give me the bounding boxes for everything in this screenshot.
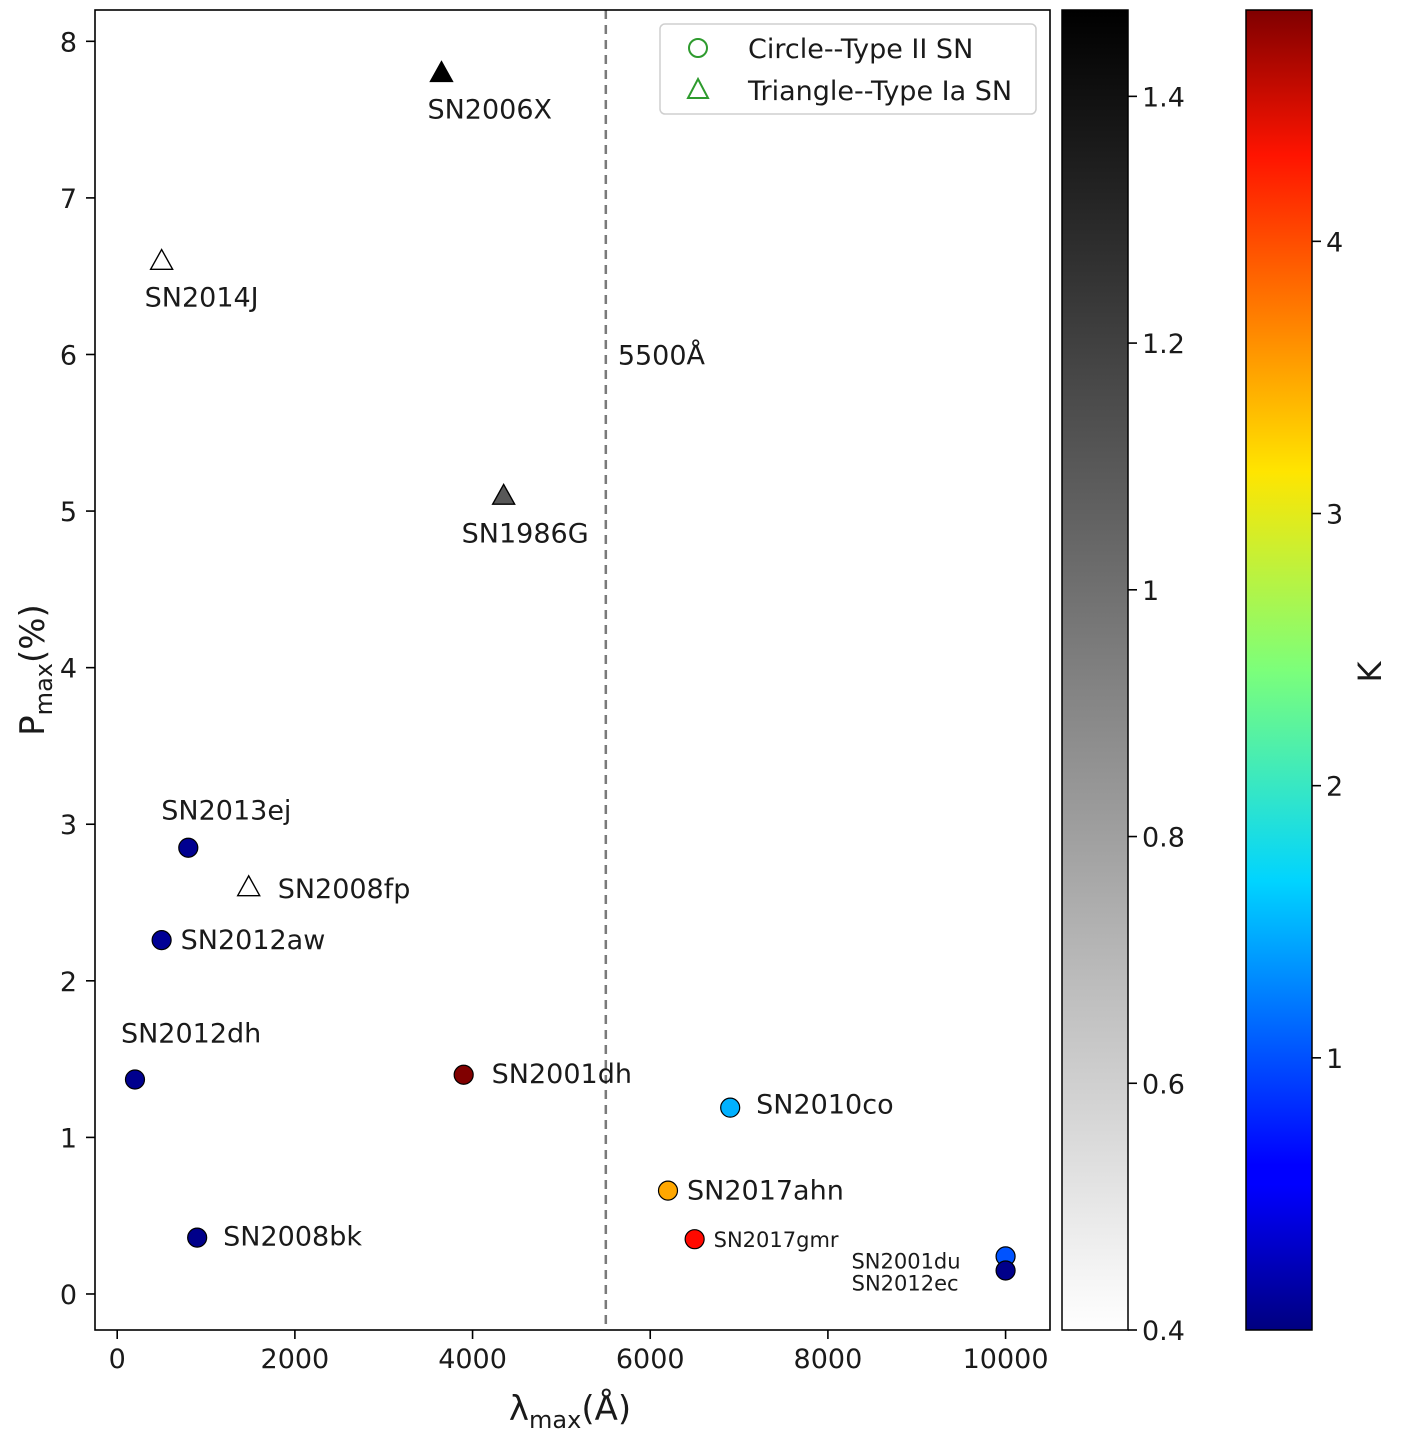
triangle-colorbar-tick-label: 0.6 [1142,1069,1185,1100]
point-label: SN2008fp [278,874,411,905]
point-label: SN2008bk [223,1222,362,1253]
point-circle [684,1229,705,1250]
triangle-colorbar [1061,9,1129,1331]
point-circle [720,1097,741,1118]
circle-colorbar-tick-label: 4 [1326,227,1343,258]
point-circle [178,837,199,858]
point-label: SN2010co [756,1090,893,1121]
x-tick-label: 10000 [963,1344,1049,1375]
point-label: SN2001dh [492,1059,632,1090]
point-label: SN2014J [145,283,259,314]
point-label: SN2012dh [121,1018,261,1049]
point-label: SN2012aw [181,925,326,956]
legend-circle-icon [688,38,708,58]
y-tick-label: 3 [60,810,77,841]
y-tick-label: 8 [60,27,77,58]
point-circle [124,1069,146,1090]
x-tick-label: 4000 [438,1344,507,1375]
circle-colorbar-tick-label: 1 [1326,1044,1343,1075]
x-tick-label: 6000 [616,1344,685,1375]
y-tick-label: 0 [60,1280,77,1311]
point-circle [657,1180,679,1201]
point-triangle [429,60,454,83]
y-tick-label: 2 [60,967,77,998]
y-tick-label: 1 [60,1123,77,1154]
point-label: SN2013ej [161,796,291,827]
y-tick-label: 6 [60,340,77,371]
triangle-colorbar-tick-label: 0.4 [1142,1316,1185,1347]
legend-box [659,23,1037,115]
x-tick-label: 0 [109,1344,126,1375]
legend-label-circle: Circle--Type II SN [748,34,973,65]
triangle-colorbar-tick-label: 1.2 [1142,329,1185,360]
reference-vline-label: 5500Å [618,339,706,371]
point-circle [453,1064,474,1085]
triangle-colorbar-tick-label: 0.8 [1142,823,1185,854]
point-label: SN2017ahn [687,1176,844,1207]
point-circle [151,930,172,951]
point-label: SN2012ec [852,1271,959,1295]
x-tick-label: 2000 [261,1344,330,1375]
plot-layer: 0 2000 4000 6000 8000 10000 0 1 2 3 4 5 6 7 8 5500Å SN20… [60,10,1049,1375]
point-label: SN2017gmr [714,1228,839,1252]
x-axis-title: λmax(Å) [509,1388,631,1431]
y-tick-label: 7 [60,184,77,215]
circle-colorbar [1245,9,1313,1331]
x-tick-label: 8000 [794,1344,863,1375]
point-triangle [236,874,261,897]
circle-colorbar-tick-label: 3 [1326,500,1343,531]
legend: Circle--Type II SN Triangle--Type Ia SN [659,23,1037,115]
plot-frame [94,9,1051,1331]
y-tick-label: 5 [60,497,77,528]
y-axis-title: Pmax(%) [13,604,58,736]
triangle-colorbar-tick-label: 1 [1142,576,1159,607]
point-circle [187,1227,208,1248]
circle-colorbar-label: K [1351,660,1389,682]
triangle-colorbar-tick-label: 1.4 [1142,82,1185,113]
point-triangle [491,482,516,505]
point-triangle [149,248,174,271]
legend-label-triangle: Triangle--Type Ia SN [747,76,1012,107]
legend-triangle-icon [686,76,710,99]
point-label: SN2006X [427,95,552,126]
point-circle [995,1260,1016,1281]
point-label: SN1986G [462,518,589,549]
circle-colorbar-tick-label: 2 [1326,772,1343,803]
point-label: SN2001du [851,1249,960,1273]
y-tick-label: 4 [60,654,77,685]
